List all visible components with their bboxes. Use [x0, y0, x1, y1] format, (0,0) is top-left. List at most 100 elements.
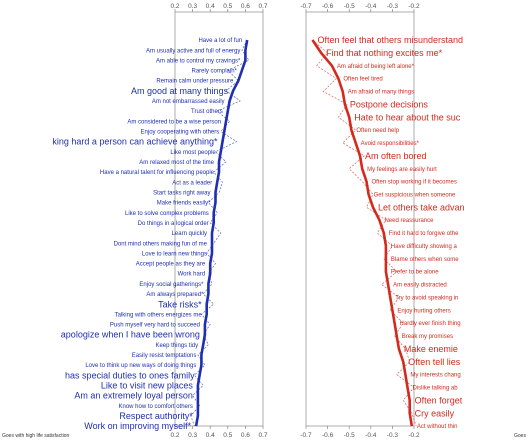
item-label: Enjoy cooperating with others: [141, 130, 220, 136]
item-label: Talking with others energizes me: [115, 312, 203, 318]
item-label: Am always prepared*: [146, 292, 204, 298]
item-label: Rarely complain*: [192, 69, 238, 75]
item-label: Take risks*: [158, 299, 202, 309]
item-label: has special duties to ones family: [65, 370, 195, 380]
item-label: Accept people as they are: [136, 262, 206, 268]
x-tick-label-top: -0.7: [300, 3, 312, 10]
item-label: Often need help: [356, 128, 399, 134]
item-label: Find it hard to forgive othe: [389, 231, 459, 237]
item-label: Find that nothing excites me*: [326, 48, 443, 58]
item-label: Dont mind others making fun of me: [114, 241, 208, 247]
item-label: Am afraid of many things: [348, 90, 414, 96]
item-label: Start tasks right away: [153, 190, 210, 196]
item-label: Avoid responsibilities*: [361, 141, 420, 147]
item-label: Have a lot of fun: [198, 38, 242, 44]
item-label: Dislike talking ab: [413, 386, 459, 392]
x-tick-label-bottom: 0.7: [258, 432, 267, 439]
item-label: Am considered to be a wise person: [127, 119, 221, 125]
item-label: Enjoy hurting others: [397, 308, 450, 314]
item-label: Am not embarrassed easily: [152, 99, 225, 105]
x-tick-label-top: -0.4: [365, 3, 377, 10]
item-label: king hard a person can achieve anything*: [52, 137, 218, 147]
x-tick-label-bottom: 0.3: [188, 432, 197, 439]
item-label: Keep things tidy: [155, 343, 198, 349]
item-label: Make friends easily*: [157, 201, 211, 207]
plot-frame: [305, 11, 415, 427]
item-label: Learn quickly: [172, 231, 207, 237]
item-label: Act as a leader: [172, 180, 212, 186]
item-label: Get suspicious when someone: [374, 193, 456, 199]
item-label: Often forget: [415, 395, 463, 405]
x-tick-label-top: -0.2: [408, 3, 420, 10]
left-panel: 0.2 0.2 0.3 0.3 0.4 0.4 0.5 0.5 0.6 0.6 0.7 0.7 Have…: [2, 3, 268, 439]
item-label: Remain calm under pressure: [156, 79, 234, 85]
smoothed-series-line: [194, 39, 249, 427]
x-tick-label-top: -0.5: [344, 3, 356, 10]
item-label: Often stop working if it becomes: [371, 180, 456, 186]
x-tick-label-top: 0.6: [241, 3, 250, 10]
item-label: Blame others when some: [391, 257, 459, 263]
item-label: My interests chang: [410, 373, 460, 379]
item-label: Prefer to be alone: [391, 270, 439, 276]
item-label: Easily resist temptations: [132, 353, 197, 359]
item-label: Hate to hear about the suc: [354, 112, 461, 122]
x-tick-label-bottom: -0.2: [408, 432, 420, 439]
x-tick-label-bottom: -0.4: [365, 432, 377, 439]
item-label: Have difficulty showing a: [391, 244, 458, 250]
item-label: Know how to comfort others: [119, 404, 193, 410]
item-label: Like to solve complex problems: [125, 211, 209, 217]
x-tick-label-top: 0.2: [170, 3, 179, 10]
x-tick-label-bottom: 0.6: [241, 432, 250, 439]
item-label: Let others take advan: [378, 202, 465, 212]
item-label: Often feel that others misunderstand: [317, 35, 463, 45]
x-tick-label-top: -0.6: [322, 3, 334, 10]
item-label: Am afraid of being left alone*: [337, 64, 415, 70]
item-label: Am usually active and full of energy: [146, 48, 240, 54]
x-tick-label-top: -0.3: [387, 3, 399, 10]
x-tick-label-bottom: -0.6: [322, 432, 334, 439]
x-tick-label-bottom: 0.5: [223, 432, 232, 439]
panel-caption: Goes: [514, 433, 526, 439]
plot-frame: [174, 11, 264, 427]
item-label: Hardly ever finish thing: [400, 321, 461, 327]
item-label: Try to avoid speaking in: [395, 295, 458, 301]
item-label: Am an extremely loyal person: [74, 391, 193, 401]
item-label: apologize when I have been wrong: [61, 330, 200, 340]
x-tick-label-bottom: -0.7: [300, 432, 312, 439]
item-label: Break my promises: [402, 334, 453, 340]
item-label: Often feel tired: [343, 77, 382, 83]
item-label: My feelings are easily hurt: [367, 167, 437, 173]
item-label: Respect authority*: [119, 411, 193, 421]
raw-series-line: [312, 39, 417, 427]
item-label: Work on improving myself*: [84, 421, 191, 431]
x-tick-label-bottom: -0.5: [344, 432, 356, 439]
item-label: Push myself very hard to succeed: [110, 323, 200, 329]
item-label: Love to learn new things: [142, 251, 207, 257]
item-label: Am good at many things: [131, 86, 229, 96]
item-label: Cry easily: [415, 408, 455, 418]
item-label: Often tell lies: [408, 357, 461, 367]
x-tick-label-top: 0.5: [223, 3, 232, 10]
item-label: Act without thin: [417, 424, 458, 430]
item-label: Love to think up new ways of doing thing…: [85, 363, 196, 369]
item-label: Work hard: [178, 272, 206, 278]
item-label: Like most people: [170, 150, 216, 156]
x-tick-label-top: 0.4: [206, 3, 215, 10]
item-label: Postpone decisions: [350, 99, 429, 109]
x-tick-label-top: 0.3: [188, 3, 197, 10]
item-label: Have a natural talent for influencing pe…: [100, 170, 215, 176]
item-label: Am easily distracted: [393, 283, 447, 289]
x-tick-label-top: 0.7: [258, 3, 267, 10]
item-label: Do things in a logical order: [138, 221, 209, 227]
smoothed-series-line: [311, 39, 414, 427]
x-tick-label-bottom: 0.2: [170, 432, 179, 439]
x-tick-label-bottom: 0.4: [206, 432, 215, 439]
item-label: Trust others: [191, 109, 223, 115]
panel-caption: Goes with high life satisfaction: [2, 433, 69, 439]
item-label: Make enemie: [404, 344, 458, 354]
item-label: Like to visit new places: [101, 381, 194, 391]
item-label: Enjoy social gatherings*: [139, 282, 204, 288]
item-label: Need reassurance: [384, 218, 434, 224]
right-panel: -0.7 -0.7 -0.6 -0.6 -0.5 -0.5 -0.4 -0.4 -0.3 -0.3…: [300, 3, 526, 439]
